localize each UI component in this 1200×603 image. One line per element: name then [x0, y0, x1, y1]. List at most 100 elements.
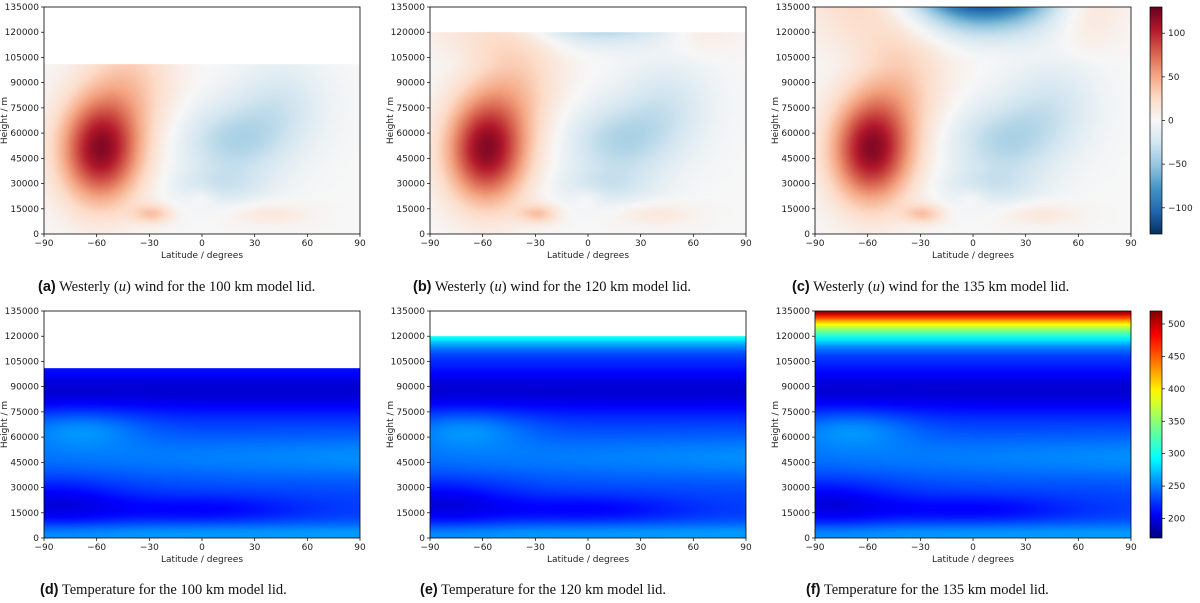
y-tick-label: 105000	[776, 357, 811, 367]
y-tick-label: 120000	[391, 332, 426, 342]
panel-f: 0 15000 30000 45000 60000 75000 90000 105000 120…	[771, 307, 1137, 565]
y-tick-label: 120000	[776, 332, 811, 342]
y-tick-label: 45000	[10, 154, 39, 164]
y-tick-label: 135000	[391, 307, 426, 317]
heatmap-field	[430, 32, 746, 234]
colorbar-tick-label: 50	[1168, 73, 1180, 83]
heatmap-field	[815, 311, 1131, 538]
x-tick-label: −60	[858, 543, 877, 553]
x-tick-label: −30	[140, 543, 159, 553]
y-tick-label: 135000	[776, 307, 811, 317]
colorbar-wind: −100−50050100Mean Zonal Wind / m s-1	[1149, 6, 1193, 235]
y-tick-label: 60000	[781, 129, 810, 139]
x-tick-label: −60	[473, 543, 492, 553]
caption-tag: (d)	[40, 582, 59, 598]
y-tick-label: 15000	[781, 205, 810, 215]
x-tick-label: −30	[911, 543, 930, 553]
x-tick-label: −90	[421, 543, 440, 553]
y-tick-label: 105000	[5, 53, 40, 63]
caption-f: (f) Temperature for the 135 km model lid…	[806, 582, 1049, 598]
x-tick-label: 0	[199, 239, 205, 249]
y-tick-label: 60000	[396, 433, 425, 443]
y-tick-label: 0	[804, 230, 810, 240]
x-tick-label: 30	[1020, 543, 1032, 553]
x-tick-label: −60	[473, 239, 492, 249]
y-tick-label: 15000	[396, 205, 425, 215]
y-tick-label: 0	[804, 534, 810, 544]
y-tick-label: 30000	[396, 180, 425, 190]
x-tick-label: 0	[585, 239, 591, 249]
y-tick-label: 90000	[781, 79, 810, 89]
caption-tag: (b)	[413, 279, 432, 295]
x-tick-label: 60	[688, 543, 700, 553]
y-tick-label: 0	[419, 230, 425, 240]
x-tick-label: 0	[970, 239, 976, 249]
y-tick-label: 30000	[781, 484, 810, 494]
x-axis-label: Latitude / degrees	[547, 251, 629, 261]
panel-d: 0 15000 30000 45000 60000 75000 90000 105000 120…	[0, 307, 366, 565]
y-tick-label: 105000	[776, 53, 811, 63]
x-axis-label: Latitude / degrees	[932, 555, 1014, 565]
x-tick-label: 0	[970, 543, 976, 553]
colorbar-tick-label: 300	[1168, 450, 1185, 460]
colorbar-tick-label: 400	[1168, 385, 1185, 395]
y-axis-label: Height / m	[386, 401, 396, 448]
x-axis-label: Latitude / degrees	[161, 555, 243, 565]
colorbar-tick-label: 450	[1168, 352, 1185, 362]
caption-tag: (a)	[38, 279, 56, 295]
y-tick-label: 135000	[5, 3, 40, 13]
x-tick-label: 60	[688, 239, 700, 249]
caption-c: (c) Westerly (u) wind for the 135 km mod…	[792, 279, 1070, 295]
colorbar-tick-label: −50	[1168, 160, 1187, 170]
x-tick-label: −90	[421, 239, 440, 249]
x-tick-label: −60	[858, 239, 877, 249]
x-tick-label: 90	[740, 239, 752, 249]
x-tick-label: −30	[526, 239, 545, 249]
colorbar-tick-label: 350	[1168, 417, 1185, 427]
colorbar-temperature: 200250300350400450500Air Temperature / K	[1149, 310, 1185, 539]
y-tick-label: 75000	[781, 408, 810, 418]
y-tick-label: 30000	[10, 180, 39, 190]
y-tick-label: 105000	[391, 53, 426, 63]
y-tick-label: 45000	[781, 458, 810, 468]
y-tick-label: 105000	[5, 357, 40, 367]
caption-tag: (c)	[792, 279, 810, 295]
y-tick-label: 60000	[396, 129, 425, 139]
y-tick-label: 120000	[776, 28, 811, 38]
x-tick-label: −30	[911, 239, 930, 249]
y-tick-label: 0	[419, 534, 425, 544]
x-tick-label: 30	[1020, 239, 1032, 249]
x-tick-label: 60	[302, 239, 314, 249]
y-axis-label: Height / m	[0, 97, 10, 144]
y-tick-label: 75000	[396, 104, 425, 114]
y-tick-label: 75000	[781, 104, 810, 114]
colorbar-tick-label: 100	[1168, 29, 1185, 39]
x-tick-label: 90	[354, 239, 366, 249]
x-tick-label: 60	[1073, 543, 1085, 553]
y-tick-label: 135000	[391, 3, 426, 13]
colorbar-tick-label: 200	[1168, 515, 1185, 525]
x-tick-label: 30	[635, 543, 647, 553]
y-tick-label: 105000	[391, 357, 426, 367]
x-tick-label: 60	[302, 543, 314, 553]
y-tick-label: 30000	[396, 484, 425, 494]
heatmap-field	[44, 368, 360, 538]
x-tick-label: −60	[87, 543, 106, 553]
y-axis-label: Height / m	[0, 401, 10, 448]
x-tick-label: 30	[249, 239, 261, 249]
x-axis-label: Latitude / degrees	[547, 555, 629, 565]
y-tick-label: 15000	[781, 509, 810, 519]
x-tick-label: 30	[635, 239, 647, 249]
x-tick-label: 0	[585, 543, 591, 553]
panel-e: 0 15000 30000 45000 60000 75000 90000 105000 120…	[386, 307, 752, 565]
y-tick-label: 15000	[396, 509, 425, 519]
y-tick-label: 30000	[781, 180, 810, 190]
caption-tag: (f)	[806, 582, 821, 598]
colorbar-tick-label: 500	[1168, 320, 1185, 330]
panel-a: 0 15000 30000 45000 60000 75000 90000 105000 120…	[0, 3, 366, 261]
y-tick-label: 75000	[10, 408, 39, 418]
x-tick-label: 90	[1125, 543, 1137, 553]
y-tick-label: 135000	[5, 307, 40, 317]
colorbar-gradient	[1149, 310, 1163, 539]
y-tick-label: 60000	[10, 129, 39, 139]
